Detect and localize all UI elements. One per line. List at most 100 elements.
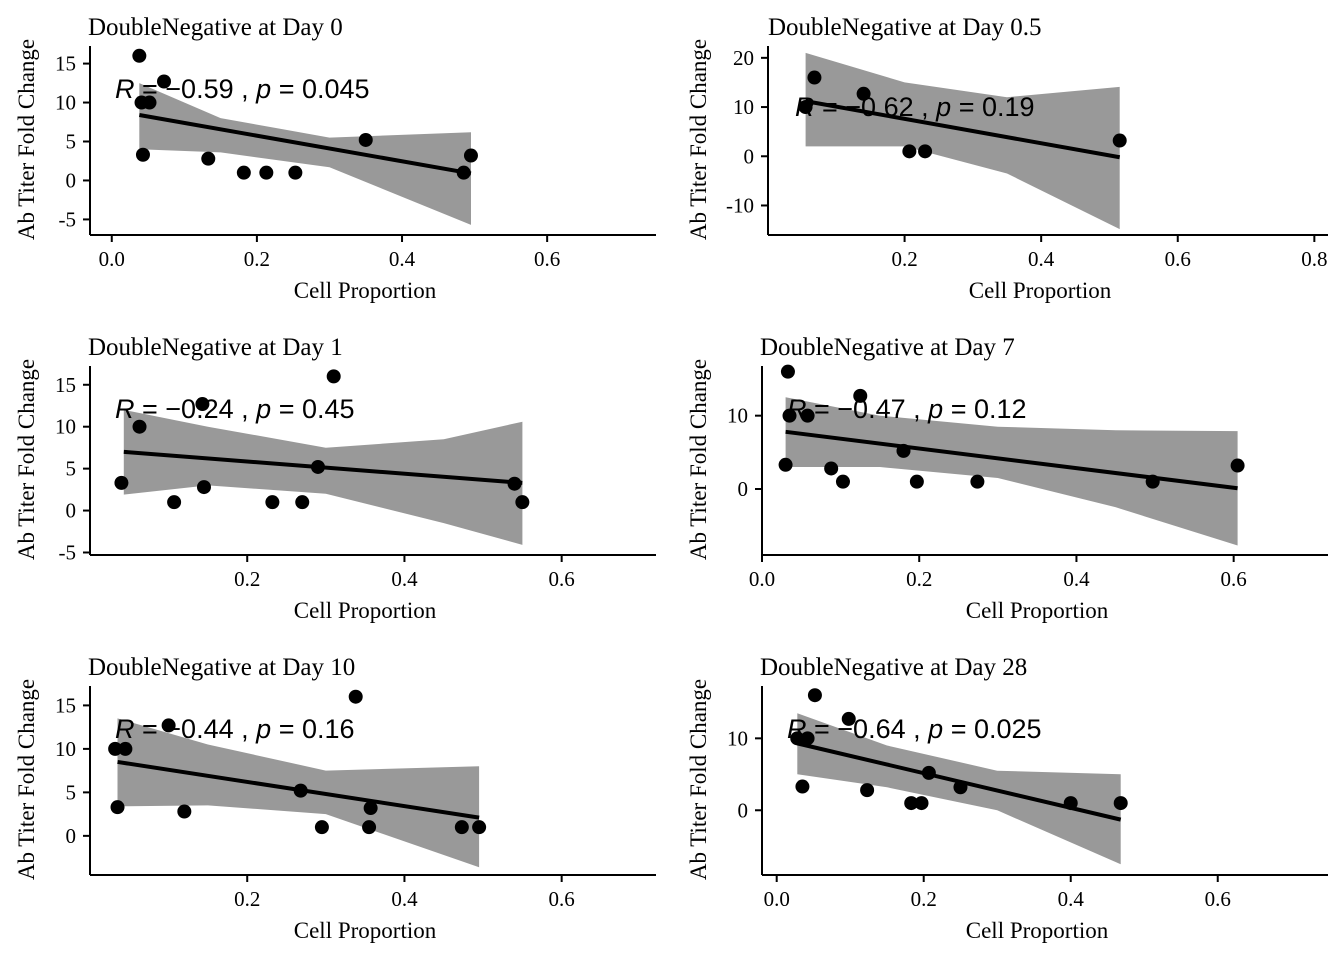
annotation-r-symbol: R [115, 714, 135, 744]
x-tick-label: 0.6 [549, 567, 575, 591]
data-point [824, 461, 839, 476]
x-tick-label: 0.2 [234, 887, 260, 911]
confidence-band [123, 409, 523, 545]
x-tick-label: 0.0 [749, 567, 775, 591]
x-tick-label: 0.4 [391, 567, 418, 591]
panel-title: DoubleNegative at Day 1 [88, 334, 343, 361]
annotation-space [906, 394, 914, 424]
annotation-space [807, 394, 815, 424]
annotation-p-value: = 0.12 [951, 394, 1027, 424]
annotation-space [135, 714, 143, 744]
data-point [114, 475, 129, 490]
correlation-annotation: R = −0.59 , p = 0.045 [115, 74, 370, 104]
annotation-r-symbol: R [795, 92, 815, 122]
annotation-r-value: = −0.64 [814, 714, 906, 744]
x-tick-label: 0.6 [1165, 247, 1191, 271]
y-tick-label: 5 [66, 457, 77, 481]
y-tick-label: -10 [726, 193, 754, 217]
correlation-annotation: R = −0.24 , p = 0.45 [115, 394, 355, 424]
data-point [236, 165, 251, 180]
data-point [841, 711, 856, 726]
annotation-space [271, 714, 279, 744]
x-axis-title: Cell Proportion [969, 278, 1112, 303]
annotation-p-value: = 0.19 [959, 92, 1035, 122]
data-point [778, 457, 793, 472]
data-point [358, 132, 373, 147]
annotation-p-symbol: p [927, 714, 943, 744]
data-point [348, 689, 363, 704]
y-tick-label: 15 [55, 693, 76, 717]
x-tick-label: 0.2 [244, 247, 270, 271]
data-point [790, 731, 805, 746]
panel-title: DoubleNegative at Day 28 [760, 654, 1027, 681]
y-tick-label: 10 [55, 91, 76, 115]
annotation-space [234, 394, 242, 424]
data-point [132, 419, 147, 434]
data-point [110, 800, 125, 815]
panel-title: DoubleNegative at Day 10 [88, 654, 355, 681]
confidence-band [805, 52, 1120, 230]
data-point [807, 688, 822, 703]
panel-4: DoubleNegative at Day 7 0.0 0.2 0.4 0.6 0 10 Ce… [686, 334, 1328, 623]
data-point [1230, 458, 1245, 473]
panel-6: DoubleNegative at Day 28 0.0 0.2 0.4 0.6 0 10 C… [686, 654, 1328, 943]
data-point [1063, 796, 1078, 811]
confidence-band [139, 83, 472, 225]
y-tick-label: 10 [727, 404, 748, 428]
data-point [161, 718, 176, 733]
data-point [132, 48, 147, 63]
y-axis-title: Ab Titer Fold Change [14, 679, 39, 880]
data-point [362, 820, 377, 835]
y-axis-title: Ab Titer Fold Change [686, 359, 711, 560]
confidence-band [785, 397, 1238, 546]
data-point [201, 151, 216, 166]
annotation-p-value: = 0.16 [279, 714, 355, 744]
annotation-space [234, 74, 242, 104]
x-tick-label: 0.6 [1221, 567, 1247, 591]
annotation-space [234, 714, 242, 744]
data-point [853, 388, 868, 403]
annotation-space [951, 92, 959, 122]
x-tick-label: 0.4 [1028, 247, 1055, 271]
data-point [782, 408, 797, 423]
x-tick-label: 0.6 [1205, 887, 1231, 911]
data-point [921, 765, 936, 780]
y-tick-label: -5 [59, 207, 77, 231]
annotation-space [249, 394, 257, 424]
correlation-annotation: R = −0.44 , p = 0.16 [115, 714, 355, 744]
annotation-space [929, 92, 937, 122]
data-point [780, 364, 795, 379]
y-tick-label: 0 [744, 144, 755, 168]
data-point [800, 408, 815, 423]
x-axis-title: Cell Proportion [966, 918, 1109, 943]
annotation-r-symbol: R [115, 74, 135, 104]
data-point [108, 741, 123, 756]
x-tick-label: 0.4 [1058, 887, 1085, 911]
y-tick-label: 10 [727, 726, 748, 750]
regression-line [138, 113, 472, 176]
regression-line [805, 99, 1121, 160]
data-point [196, 480, 211, 495]
y-tick-label: 15 [55, 373, 76, 397]
panel-1: DoubleNegative at Day 0 0.0 0.2 0.4 0.6 -5 0 5 1… [14, 14, 656, 303]
data-point [860, 783, 875, 798]
data-point [310, 459, 325, 474]
x-tick-label: 0.0 [99, 247, 125, 271]
data-point [326, 369, 341, 384]
data-point [904, 796, 919, 811]
annotation-r-value: = −0.59 [142, 74, 234, 104]
annotation-r-value: = −0.47 [814, 394, 906, 424]
annotation-space [906, 714, 914, 744]
data-point [835, 474, 850, 489]
y-axis-title: Ab Titer Fold Change [686, 679, 711, 880]
x-axis-title: Cell Proportion [294, 598, 437, 623]
annotation-space [815, 92, 823, 122]
data-point [288, 165, 303, 180]
annotation-space [921, 714, 929, 744]
annotation-space [135, 394, 143, 424]
data-point [142, 95, 157, 110]
annotation-sep: , [913, 714, 921, 744]
data-point [515, 495, 530, 510]
annotation-space [249, 74, 257, 104]
